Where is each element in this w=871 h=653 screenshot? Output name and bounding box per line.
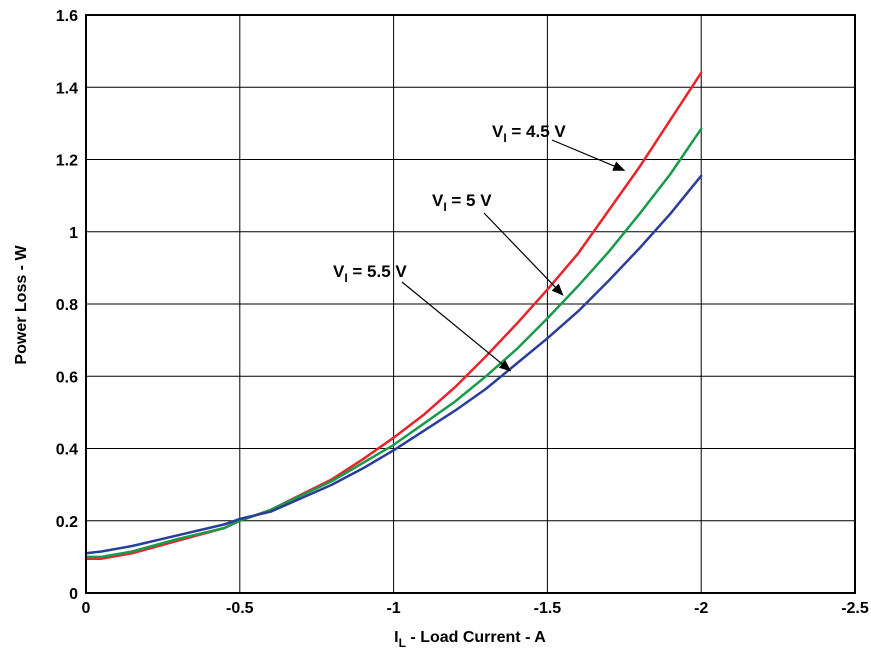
annotation-arrow xyxy=(483,212,564,296)
data-series xyxy=(84,71,703,560)
annotation-arrow xyxy=(551,139,626,171)
y-tick-label: 1 xyxy=(69,225,78,242)
annotation-arrow xyxy=(401,281,512,372)
x-tick-label: -1.5 xyxy=(534,600,562,617)
annotation-label: VI = 5 V xyxy=(432,191,492,214)
x-tick-label: -2 xyxy=(694,600,708,617)
series-line-3 xyxy=(84,174,703,555)
series-annotations: VI = 4.5 V VI = 5 V VI = 5.5 V xyxy=(333,122,626,372)
annotation-label: VI = 4.5 V xyxy=(492,122,566,145)
x-axis-label: IL - Load Current - A xyxy=(394,629,546,650)
x-tick-label: -2.5 xyxy=(841,600,869,617)
y-tick-label: 0 xyxy=(69,586,78,603)
x-tick-label: -0.5 xyxy=(226,600,254,617)
y-tick-label: 0.8 xyxy=(56,297,78,314)
y-axis-label: Power Loss - W xyxy=(13,245,30,365)
y-tick-label: 1.6 xyxy=(56,8,78,25)
series-line-1 xyxy=(84,71,703,560)
x-tick-label: -1 xyxy=(386,600,400,617)
y-tick-label: 0.6 xyxy=(56,369,78,386)
grid-lines xyxy=(85,14,856,594)
y-tick-label: 0.4 xyxy=(56,442,78,459)
y-tick-label: 0.2 xyxy=(56,514,78,531)
y-tick-label: 1.4 xyxy=(56,80,78,97)
x-tick-label: 0 xyxy=(82,600,91,617)
series-line-2 xyxy=(84,127,703,559)
tick-labels: 0 -0.5 -1 -1.5 -2 -2.5 0 0.2 0.4 0.6 0.8 1 1.2 1.4 1.6 xyxy=(56,8,869,617)
x-axis-label-subscript: L xyxy=(399,636,406,650)
y-tick-label: 1.2 xyxy=(56,153,78,170)
annotation-label: VI = 5.5 V xyxy=(333,262,407,285)
plot-frame xyxy=(85,14,856,594)
